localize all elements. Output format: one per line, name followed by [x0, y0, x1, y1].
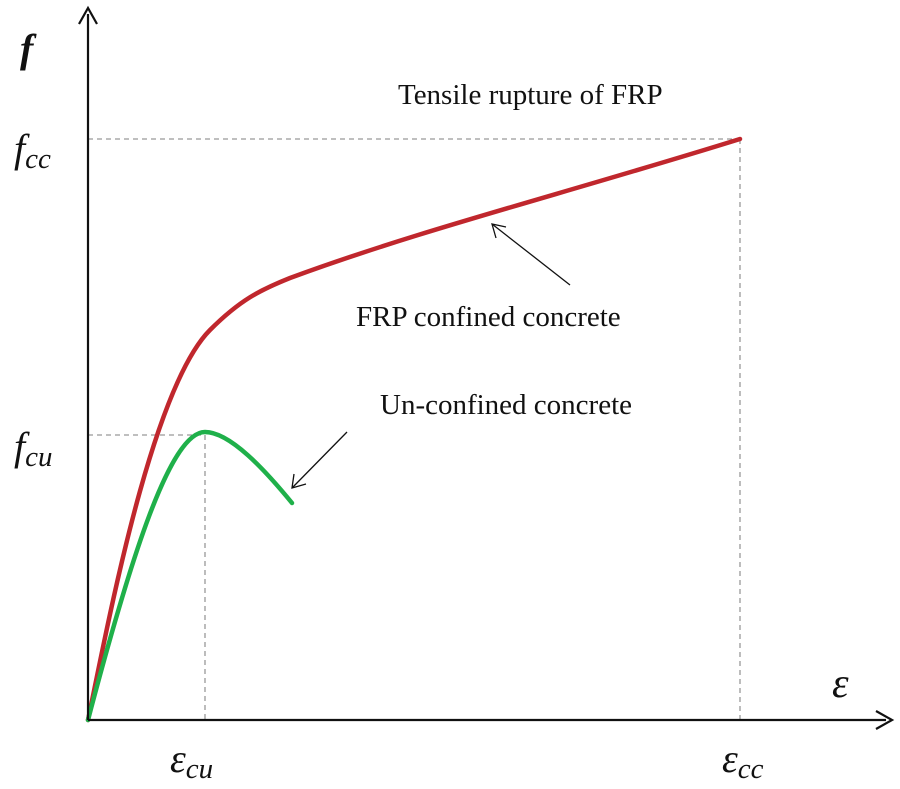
unconfined-curve [85, 429, 295, 723]
tensile-rupture-label: Tensile rupture of FRP [398, 79, 663, 111]
confined-pointer-head [491, 223, 507, 239]
y-axis-arrowhead [78, 5, 98, 25]
eps-cc-tick-label: εcc [722, 736, 764, 785]
confined-pointer-line [491, 223, 571, 286]
y-axis-label: f [20, 26, 37, 71]
eps-cu-tick-label: εcu [170, 736, 213, 785]
guide-lines [88, 138, 741, 720]
unconfined-pointer-line [291, 431, 348, 489]
x-axis-arrowhead [875, 710, 895, 730]
x-axis-label: ε [832, 661, 849, 707]
f-cc-tick-label: fcc [14, 126, 51, 175]
axes [78, 5, 895, 730]
f-cu-tick-label: fcu [14, 424, 53, 473]
annotation-arrows [291, 223, 571, 489]
unconfined-label: Un-confined concrete [380, 389, 632, 421]
unconfined-pointer-head [291, 473, 307, 489]
frp-confined-label: FRP confined concrete [356, 301, 621, 333]
frp-confined-curve [85, 136, 743, 723]
